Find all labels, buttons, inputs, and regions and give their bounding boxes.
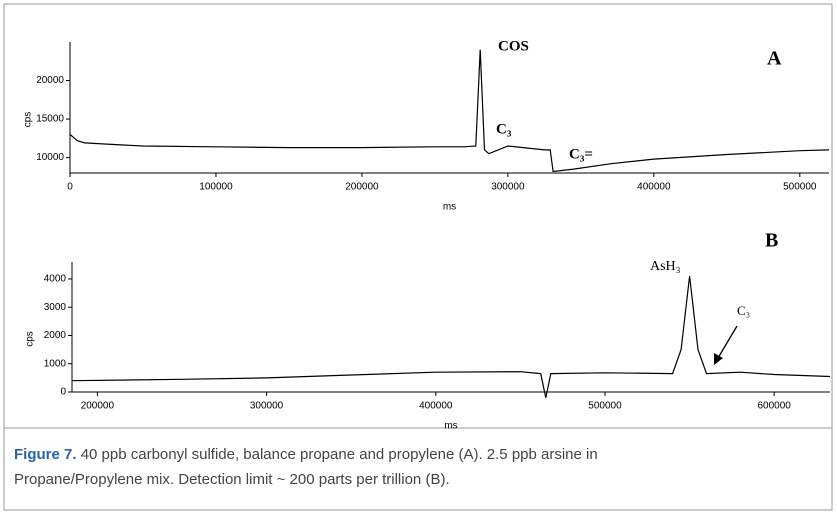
y-tick-label: 2000 bbox=[44, 330, 67, 341]
annotation: COS bbox=[498, 38, 529, 54]
caption-line2: Propane/Propylene mix. Detection limit ~… bbox=[14, 471, 450, 488]
annotation: B bbox=[765, 230, 778, 252]
y-tick-label: 0 bbox=[60, 387, 66, 398]
caption-text: 40 ppb carbonyl sulfide, balance propane… bbox=[81, 446, 598, 463]
x-axis-label: ms bbox=[443, 202, 456, 213]
caption-label: Figure 7. bbox=[14, 446, 77, 463]
frame bbox=[3, 3, 833, 511]
y-tick-label: 1000 bbox=[44, 358, 67, 369]
x-tick-label: 200000 bbox=[345, 182, 379, 193]
annotation: A bbox=[767, 48, 782, 70]
y-tick-label: 3000 bbox=[44, 302, 67, 313]
x-tick-label: 400000 bbox=[637, 182, 671, 193]
y-tick-label: 10000 bbox=[36, 152, 64, 163]
annotation: C₃= bbox=[569, 146, 593, 162]
x-tick-label: 200000 bbox=[81, 401, 115, 412]
arrow bbox=[717, 325, 738, 359]
annotation: AsH₃ bbox=[650, 259, 681, 274]
x-tick-label: 600000 bbox=[757, 401, 791, 412]
x-tick-label: 300000 bbox=[250, 401, 284, 412]
data-line bbox=[69, 49, 830, 173]
x-tick-label: 0 bbox=[67, 182, 73, 193]
y-axis-label: cps bbox=[25, 331, 36, 347]
x-tick-label: 500000 bbox=[588, 401, 622, 412]
caption-line1: Figure 7. 40 ppb carbonyl sulfide, balan… bbox=[14, 446, 598, 463]
y-tick-label: 20000 bbox=[36, 75, 64, 86]
x-tick-label: 500000 bbox=[783, 182, 817, 193]
y-axis-label: cps bbox=[23, 112, 34, 128]
x-axis-label: ms bbox=[444, 421, 457, 432]
arrow-head bbox=[714, 353, 723, 365]
data-line bbox=[71, 276, 831, 398]
y-tick-label: 15000 bbox=[36, 114, 64, 125]
annotation: C₃ bbox=[737, 303, 750, 318]
y-tick-label: 4000 bbox=[44, 274, 67, 285]
annotation: C₃ bbox=[496, 121, 512, 137]
x-tick-label: 100000 bbox=[199, 182, 233, 193]
x-tick-label: 300000 bbox=[491, 182, 525, 193]
x-tick-label: 400000 bbox=[419, 401, 453, 412]
